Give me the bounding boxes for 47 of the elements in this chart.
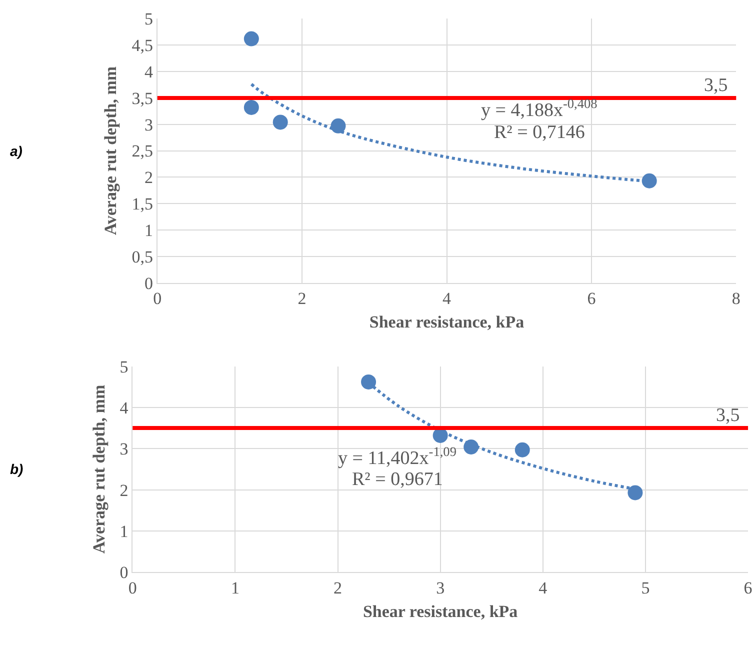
y-axis-title: Average rut depth, mm: [89, 384, 108, 554]
y-tick-label: 2: [144, 168, 153, 188]
x-axis-title: Shear resistance, kPa: [362, 602, 518, 621]
y-tick-label: 4: [144, 62, 154, 82]
point: [514, 442, 530, 458]
annotation: R² = 0,7146: [494, 122, 585, 143]
y-tick-label: 0: [144, 274, 153, 293]
point: [244, 31, 259, 46]
annotation: y = 11,402x$^{-1,09}$: [338, 444, 457, 469]
ref-line-label: 3,5: [704, 75, 728, 96]
x-tick-label: 2: [298, 289, 306, 308]
x-tick-label: 6: [587, 289, 596, 308]
y-axis-title: Average rut depth, mm: [101, 66, 120, 236]
y-tick-label: 0: [120, 563, 128, 582]
y-tick-label: 4,5: [132, 36, 153, 56]
x-tick-label: 2: [334, 578, 342, 598]
y-tick-label: 1: [144, 220, 153, 240]
x-tick-label: 1: [230, 578, 240, 598]
point: [642, 173, 657, 188]
annotation: R² = 0,9671: [352, 469, 443, 490]
point: [272, 114, 288, 130]
point: [330, 118, 346, 134]
y-tick-label: 4: [120, 398, 129, 418]
y-tick-label: 3: [120, 440, 128, 459]
y-tick-label: 5: [144, 10, 153, 29]
y-tick-label: 3,5: [132, 88, 153, 108]
x-tick-label: 6: [744, 578, 752, 598]
y-tick-label: 0,5: [132, 247, 153, 266]
text: b): [10, 461, 24, 477]
x-axis-title: Shear resistance, kPa: [369, 312, 525, 332]
y-tick-label: 2: [120, 480, 128, 500]
annotation: y = 4,188x$^{-0,408}$: [481, 96, 598, 121]
text: a): [10, 143, 23, 159]
y-tick-label: 2,5: [132, 142, 153, 161]
point: [244, 100, 259, 115]
y-tick-label: 1,5: [132, 194, 153, 214]
y-tick-label: 1: [120, 522, 128, 541]
x-tick-label: 5: [641, 578, 650, 598]
ref-line-label: 3,5: [716, 405, 740, 426]
x-tick-label: 8: [732, 289, 740, 308]
y-tick-label: 5: [120, 357, 128, 376]
x-tick-label: 4: [538, 578, 548, 598]
x-tick-label: 4: [442, 289, 452, 308]
point: [628, 485, 643, 500]
x-tick-label: 3: [436, 578, 445, 598]
point: [361, 374, 376, 390]
y-tick-label: 3: [144, 115, 153, 134]
